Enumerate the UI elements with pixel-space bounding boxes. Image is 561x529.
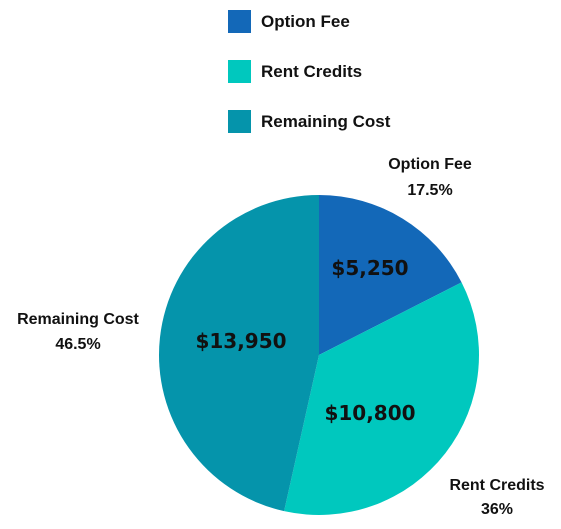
outer-label-option-fee-name: Option Fee [388, 156, 472, 173]
legend-label-remaining-cost: Remaining Cost [261, 112, 391, 131]
legend-swatch-remaining-cost [228, 110, 251, 133]
slice-value-option-fee: $5,250 [331, 256, 408, 280]
pie-slice-remaining-cost [159, 195, 319, 512]
legend: Option Fee Rent Credits Remaining Cost [228, 10, 391, 133]
pie-slice-rent-credits [284, 282, 479, 515]
legend-label-option-fee: Option Fee [261, 12, 350, 31]
slice-value-remaining-cost: $13,950 [195, 329, 286, 353]
outer-label-rent-credits-percent: 36% [481, 501, 513, 518]
pie-slices [159, 195, 479, 515]
outer-label-option-fee-percent: 17.5% [407, 182, 452, 199]
legend-label-rent-credits: Rent Credits [261, 62, 362, 81]
pie-labels: Option Fee 17.5% Rent Credits 36% Remain… [17, 156, 545, 518]
legend-swatch-rent-credits [228, 60, 251, 83]
outer-label-remaining-cost-name: Remaining Cost [17, 311, 139, 328]
outer-label-remaining-cost-percent: 46.5% [55, 336, 100, 353]
outer-label-rent-credits-name: Rent Credits [449, 477, 544, 494]
legend-swatch-option-fee [228, 10, 251, 33]
pie-slice-option-fee [319, 195, 462, 355]
slice-value-rent-credits: $10,800 [324, 401, 415, 425]
